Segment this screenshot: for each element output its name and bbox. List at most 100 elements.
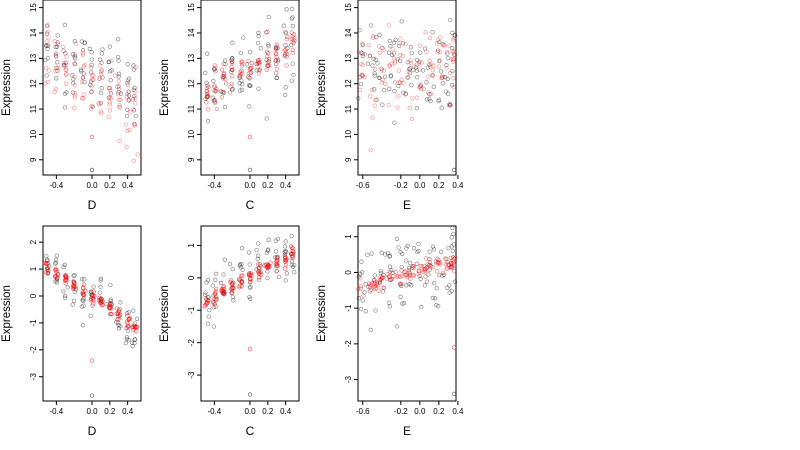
data-point-red	[127, 316, 133, 321]
x-tick-label: 0.0	[244, 407, 256, 416]
data-point-red	[54, 66, 59, 71]
data-point-black	[44, 31, 50, 36]
data-point-black	[45, 55, 51, 61]
data-point-black	[393, 37, 398, 42]
data-point-black	[62, 262, 67, 267]
data-point-black	[360, 270, 365, 275]
data-point-black	[131, 87, 136, 92]
data-point-red	[370, 34, 376, 39]
data-point-black	[408, 45, 414, 50]
data-point-red	[236, 277, 242, 282]
data-point-black	[118, 300, 123, 305]
data-point-black	[397, 58, 403, 63]
data-point-black	[452, 33, 457, 38]
data-point-black	[88, 313, 93, 318]
x-axis-title: E	[403, 424, 411, 438]
data-point-black	[359, 50, 364, 55]
data-point-black	[230, 40, 235, 45]
data-point-red	[81, 285, 86, 290]
data-point-red	[371, 35, 376, 40]
data-point-red	[380, 77, 385, 82]
data-point-red	[282, 266, 288, 271]
data-point-black	[254, 247, 259, 253]
data-point-red	[107, 100, 112, 105]
data-point-red	[213, 286, 219, 292]
data-point-black	[55, 33, 60, 38]
data-point-red	[376, 44, 382, 49]
data-point-black	[372, 273, 378, 278]
data-point-red	[414, 62, 420, 67]
y-tick-label: 1	[187, 243, 196, 248]
x-tick-label: 0.4	[452, 181, 464, 190]
data-point-red	[452, 52, 458, 57]
data-point-red	[448, 70, 453, 76]
data-point-red	[131, 327, 136, 333]
data-point-black	[283, 43, 288, 48]
data-point-black	[132, 93, 137, 98]
data-point-red	[282, 259, 288, 264]
data-point-black	[382, 74, 388, 79]
data-point-red	[98, 109, 103, 114]
data-point-black	[82, 277, 87, 282]
data-point-black	[377, 32, 382, 37]
data-point-red	[97, 63, 103, 68]
data-point-black	[239, 78, 244, 83]
data-point-red	[97, 76, 103, 81]
data-point-red	[64, 62, 69, 67]
data-point-red	[393, 269, 398, 275]
plot-frame	[42, 225, 142, 402]
data-point-black	[82, 79, 87, 85]
data-point-black	[360, 42, 366, 47]
data-point-black	[379, 250, 384, 255]
x-tick-label: 0.0	[414, 407, 426, 416]
data-point-red	[81, 92, 86, 97]
data-point-black	[373, 308, 378, 313]
data-point-black	[79, 39, 84, 44]
data-point-black	[71, 273, 76, 278]
data-point-black	[430, 295, 435, 301]
data-point-red	[211, 293, 216, 298]
data-point-red	[123, 122, 129, 127]
x-tick-label: 0.4	[452, 407, 464, 416]
data-point-black	[255, 40, 261, 46]
data-point-red	[367, 94, 373, 99]
data-point-red	[107, 108, 113, 113]
data-point-red	[91, 289, 96, 294]
data-point-black	[451, 231, 456, 237]
data-point-red	[83, 288, 88, 293]
data-point-black	[99, 68, 104, 73]
data-point-black	[53, 54, 59, 59]
data-point-black	[62, 22, 68, 28]
data-point-black	[419, 304, 424, 310]
data-point-black	[407, 70, 412, 76]
data-point-black	[132, 121, 137, 127]
data-point-black	[247, 83, 253, 88]
data-point-black	[289, 16, 294, 21]
data-point-red	[419, 60, 424, 65]
data-point-red	[108, 88, 113, 93]
data-point-black	[256, 86, 261, 91]
data-point-red	[43, 81, 48, 86]
data-point-red	[64, 274, 69, 279]
data-point-red	[400, 54, 405, 59]
data-point-black	[203, 70, 208, 76]
data-point-red	[202, 304, 207, 309]
data-point-black	[89, 57, 94, 62]
data-point-red	[63, 67, 69, 72]
data-point-black	[409, 83, 414, 88]
data-point-red	[229, 67, 234, 73]
data-point-black	[61, 62, 67, 68]
data-point-red	[428, 64, 433, 69]
data-point-red	[96, 101, 101, 106]
data-point-black	[448, 102, 453, 108]
data-point-red	[81, 289, 86, 294]
data-point-red	[391, 56, 397, 61]
data-point-red	[423, 266, 428, 272]
data-point-red	[452, 262, 457, 268]
data-point-red	[231, 286, 236, 291]
data-point-black	[359, 259, 364, 264]
data-point-red	[385, 272, 390, 277]
data-point-red	[408, 276, 413, 281]
y-tick-label: 15	[29, 3, 38, 12]
data-point-red	[434, 269, 440, 274]
